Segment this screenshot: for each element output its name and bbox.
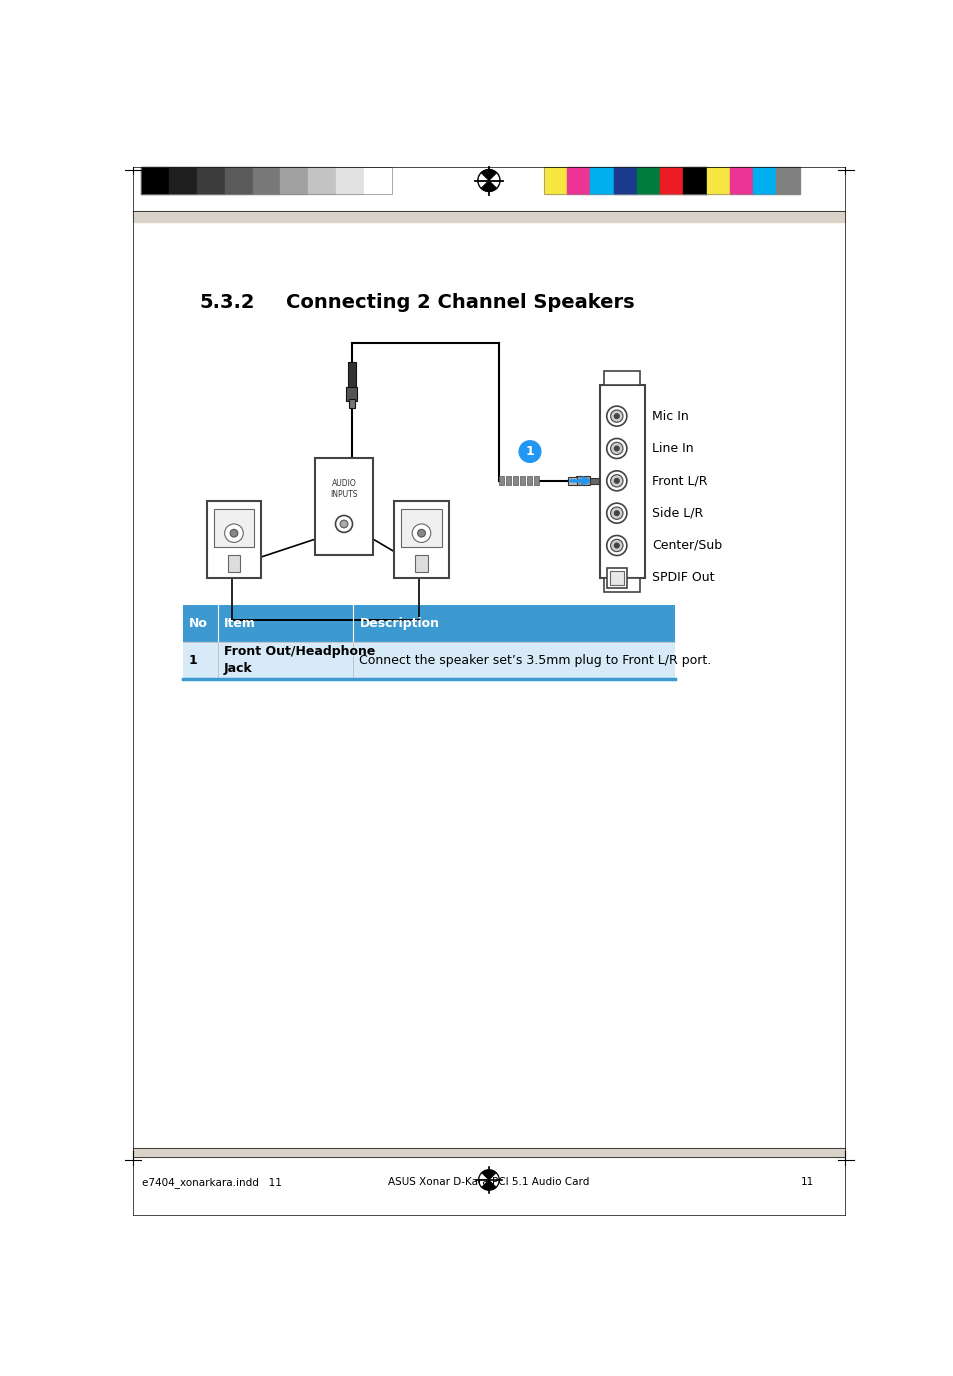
Bar xyxy=(141,166,392,194)
Bar xyxy=(543,166,567,194)
Bar xyxy=(401,509,441,548)
Bar xyxy=(590,166,613,194)
Bar xyxy=(682,166,706,194)
Bar xyxy=(394,501,448,578)
Bar xyxy=(513,476,517,486)
Wedge shape xyxy=(480,180,497,191)
Text: ASUS Xonar D-Kara PCI 5.1 Audio Card: ASUS Xonar D-Kara PCI 5.1 Audio Card xyxy=(388,1178,589,1187)
Circle shape xyxy=(340,520,348,528)
Wedge shape xyxy=(481,1170,496,1181)
Bar xyxy=(637,166,659,194)
Circle shape xyxy=(610,410,622,422)
Bar xyxy=(567,477,577,484)
Bar xyxy=(505,476,510,486)
Text: 1: 1 xyxy=(525,444,534,458)
Circle shape xyxy=(412,524,431,542)
Wedge shape xyxy=(488,173,499,189)
Bar xyxy=(606,568,626,588)
Text: e7404_xonarkara.indd   11: e7404_xonarkara.indd 11 xyxy=(142,1176,282,1187)
Text: Front L/R: Front L/R xyxy=(652,475,707,487)
Bar xyxy=(224,166,253,194)
Circle shape xyxy=(614,479,618,483)
Wedge shape xyxy=(488,1172,498,1187)
Circle shape xyxy=(610,539,622,552)
Circle shape xyxy=(610,475,622,487)
Text: Item: Item xyxy=(224,616,255,630)
Bar xyxy=(364,166,392,194)
Circle shape xyxy=(230,530,237,537)
Circle shape xyxy=(610,442,622,454)
Bar xyxy=(280,166,308,194)
Wedge shape xyxy=(481,1181,496,1190)
Wedge shape xyxy=(480,169,497,180)
Text: 11: 11 xyxy=(801,1178,814,1187)
Bar xyxy=(133,212,843,222)
Bar xyxy=(207,501,261,578)
Text: No: No xyxy=(189,616,208,630)
Bar xyxy=(183,605,674,641)
Bar xyxy=(133,1148,843,1157)
Text: 1: 1 xyxy=(189,654,197,667)
Circle shape xyxy=(224,524,243,542)
Circle shape xyxy=(614,510,618,516)
Bar xyxy=(141,166,169,194)
Bar xyxy=(169,166,196,194)
Bar xyxy=(308,166,335,194)
Bar xyxy=(415,555,427,571)
Text: Center/Sub: Center/Sub xyxy=(652,539,721,552)
Bar xyxy=(348,362,355,389)
Circle shape xyxy=(614,446,618,451)
Circle shape xyxy=(606,439,626,458)
Bar xyxy=(213,509,253,548)
Wedge shape xyxy=(477,173,488,189)
Text: SPDIF Out: SPDIF Out xyxy=(652,571,714,585)
Circle shape xyxy=(606,504,626,523)
Circle shape xyxy=(417,530,425,537)
Bar xyxy=(776,166,799,194)
Text: AUDIO
INPUTS: AUDIO INPUTS xyxy=(330,479,357,499)
Bar xyxy=(314,458,373,555)
Circle shape xyxy=(614,414,618,418)
Bar xyxy=(659,166,682,194)
Bar xyxy=(346,387,356,400)
Circle shape xyxy=(335,516,353,533)
Wedge shape xyxy=(478,1172,488,1187)
Bar xyxy=(729,166,753,194)
Text: Front Out/Headphone
Jack: Front Out/Headphone Jack xyxy=(224,645,375,676)
Circle shape xyxy=(614,544,618,548)
Bar xyxy=(183,641,674,678)
Bar xyxy=(519,476,524,486)
Text: Side L/R: Side L/R xyxy=(652,506,703,520)
Bar xyxy=(604,372,639,385)
Bar xyxy=(599,385,644,578)
Bar xyxy=(753,166,776,194)
Circle shape xyxy=(606,535,626,556)
Bar xyxy=(706,166,729,194)
Bar xyxy=(196,166,224,194)
Text: Connecting 2 Channel Speakers: Connecting 2 Channel Speakers xyxy=(286,293,634,312)
Bar xyxy=(587,477,598,484)
Text: Mic In: Mic In xyxy=(652,410,688,422)
Bar xyxy=(228,555,240,571)
Bar xyxy=(498,476,503,486)
Circle shape xyxy=(606,406,626,427)
Bar xyxy=(609,571,623,585)
Bar xyxy=(567,166,590,194)
Bar xyxy=(575,476,589,486)
Circle shape xyxy=(610,506,622,519)
Text: Description: Description xyxy=(359,616,439,630)
Circle shape xyxy=(606,471,626,491)
Bar xyxy=(253,166,280,194)
Text: 5.3.2: 5.3.2 xyxy=(199,293,255,312)
Text: Connect the speaker set’s 3.5mm plug to Front L/R port.: Connect the speaker set’s 3.5mm plug to … xyxy=(359,654,711,667)
Bar xyxy=(543,166,799,194)
Bar xyxy=(613,166,637,194)
Bar xyxy=(604,578,639,592)
Text: Line In: Line In xyxy=(652,442,694,455)
Bar xyxy=(348,399,355,409)
Bar xyxy=(526,476,531,486)
Bar xyxy=(534,476,537,486)
Circle shape xyxy=(518,440,540,462)
Bar xyxy=(335,166,364,194)
